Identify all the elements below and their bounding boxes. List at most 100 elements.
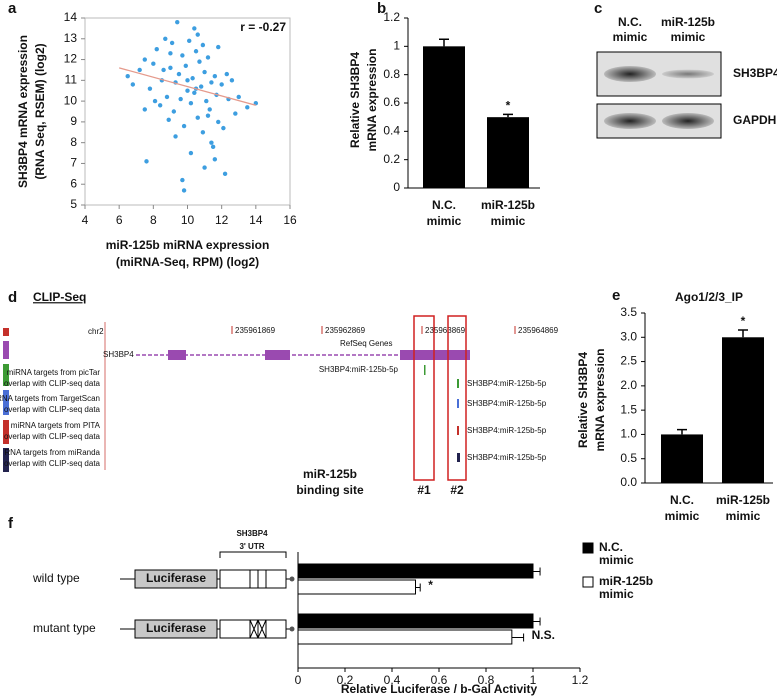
- scatter-point: [204, 98, 209, 104]
- x-axis-label: (miRNA-Seq, RPM) (log2): [116, 255, 259, 269]
- x-tick-label: mimic: [491, 214, 526, 228]
- x-tick-label: 10: [181, 213, 195, 227]
- y-axis-label: Relative SH3BP4: [576, 352, 590, 448]
- scatter-point: [253, 100, 259, 106]
- scatter-point: [205, 113, 211, 118]
- x-tick-label: 0.6: [431, 673, 448, 687]
- position-label: 235961869: [235, 326, 276, 335]
- scatter-point: [171, 109, 177, 114]
- scatter-point: [147, 86, 153, 91]
- track-label: miRNA targets from TargetScan: [0, 394, 100, 403]
- scatter-point: [212, 157, 218, 162]
- x-tick-label: 1: [530, 673, 537, 687]
- hit-mark: [457, 379, 459, 388]
- bar: [423, 46, 465, 189]
- scatter-point: [190, 76, 195, 81]
- y-tick-label: 1.0: [620, 427, 637, 441]
- scatter-point: [173, 134, 178, 139]
- y-tick-label: 3.5: [620, 305, 637, 319]
- bar: [297, 613, 534, 629]
- scatter-point: [185, 88, 190, 93]
- x-tick-label: 1.2: [572, 673, 589, 687]
- scatter-point: [236, 94, 241, 100]
- x-tick-label: 4: [82, 213, 89, 227]
- error-bar: [738, 329, 748, 338]
- track-color: [3, 341, 9, 359]
- y-axis-label: mRNA expression: [365, 49, 379, 152]
- scatter-point: [221, 125, 226, 131]
- panel-letter: d: [8, 289, 17, 306]
- exon: [400, 350, 470, 360]
- scatter-point: [202, 165, 207, 170]
- scatter-point: [202, 69, 207, 75]
- scatter-point: [137, 67, 142, 73]
- site-number: #2: [450, 483, 464, 497]
- utr-mutation: [249, 619, 259, 639]
- hit-label: SH3BP4:miR-125b-5p: [467, 453, 547, 462]
- scatter-point: [192, 90, 197, 96]
- scatter-point: [219, 82, 224, 87]
- x-axis-label: Relative Luciferase / b-Gal Activity: [341, 682, 538, 696]
- legend-label: N.C.: [599, 540, 623, 554]
- y-tick-label: 5: [70, 197, 77, 211]
- scatter-point: [169, 40, 175, 46]
- plot-frame: [84, 17, 291, 206]
- row-label: GAPDH: [733, 113, 776, 127]
- x-tick-label: miR-125b: [481, 198, 535, 212]
- scatter-point: [195, 32, 200, 37]
- y-tick-label: 0.8: [383, 67, 400, 81]
- gene-track-label: RefSeq Genes: [340, 339, 392, 348]
- hit-label: SH3BP4:miR-125b-5p: [319, 365, 399, 374]
- scatter-point: [207, 107, 212, 112]
- scatter-point: [130, 82, 136, 87]
- track-color: [3, 364, 9, 386]
- y-tick-label: 8: [70, 135, 77, 149]
- track-label: overlap with CLIP-seq data: [4, 379, 101, 388]
- scatter-point: [187, 38, 192, 44]
- y-tick-label: 0.4: [383, 124, 400, 138]
- x-tick-label: 14: [249, 213, 263, 227]
- scatter-point: [198, 84, 204, 89]
- x-tick-label: 16: [283, 213, 297, 227]
- y-tick-label: 12: [64, 52, 78, 66]
- exon: [265, 350, 290, 360]
- scatter-point: [193, 49, 199, 54]
- scatter-point: [229, 78, 235, 83]
- scatter-point: [216, 44, 221, 50]
- y-tick-label: 1.5: [620, 402, 637, 416]
- reporter-label: Luciferase: [146, 621, 206, 635]
- x-tick-label: miR-125b: [716, 493, 770, 507]
- y-tick-label: 6: [70, 176, 77, 190]
- gene-label: SH3BP4: [103, 350, 134, 359]
- scatter-point: [209, 140, 214, 145]
- y-tick-label: 10: [64, 93, 78, 107]
- x-tick-label: 0: [295, 673, 302, 687]
- chart-title: Ago1/2/3_IP: [675, 290, 743, 304]
- scatter-point: [161, 67, 166, 73]
- scatter-point: [188, 100, 194, 106]
- hit-label: SH3BP4:miR-125b-5p: [467, 426, 547, 435]
- scatter-point: [216, 119, 221, 125]
- hit-mark: [457, 399, 459, 408]
- error-bar: [533, 617, 541, 626]
- utr-mutation: [257, 619, 267, 639]
- blot-band: [662, 113, 714, 129]
- annotation: N.S.: [532, 628, 555, 642]
- track-color: [3, 448, 9, 472]
- column-label: miR-125b: [661, 15, 715, 29]
- annotation: *: [428, 578, 433, 592]
- legend-label: mimic: [599, 553, 634, 567]
- position-label: 235962869: [325, 326, 366, 335]
- scatter-point: [195, 115, 200, 120]
- scatter-point: [178, 96, 183, 102]
- blot-band: [604, 113, 656, 129]
- legend-label: miR-125b: [599, 574, 653, 588]
- scatter-point: [151, 61, 156, 66]
- row-label: SH3BP4: [733, 66, 777, 80]
- error-bar: [503, 113, 513, 118]
- scatter-point: [175, 19, 180, 25]
- utr-box: [219, 569, 287, 589]
- bar: [297, 629, 513, 645]
- blot-band: [604, 66, 656, 82]
